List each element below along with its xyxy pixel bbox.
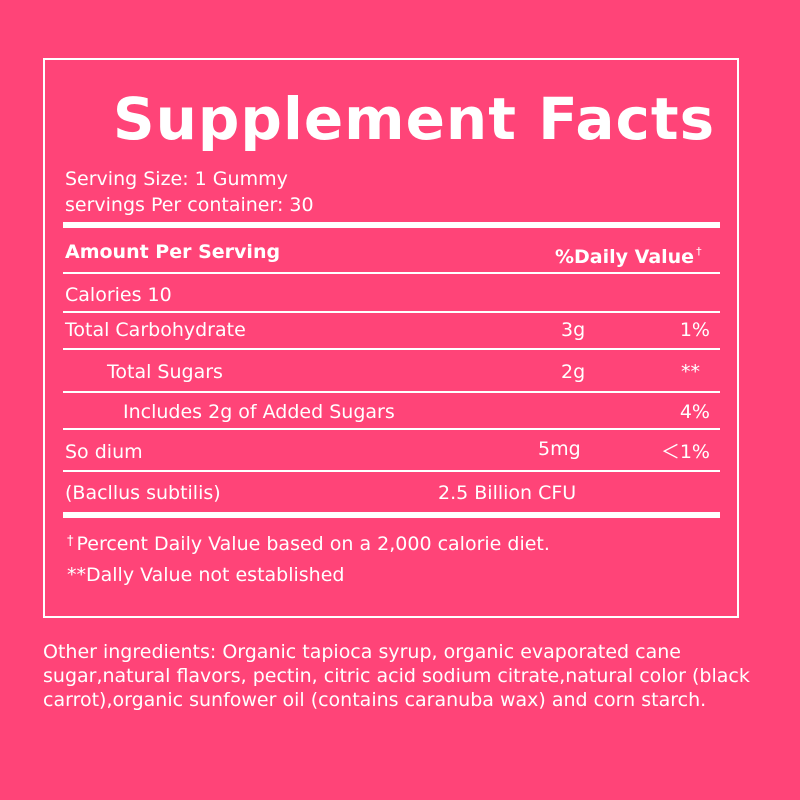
total-sugars-dv: **: [681, 361, 700, 383]
added-sugars-dv: 4%: [679, 401, 710, 423]
sodium-dv: ＜1%: [660, 441, 710, 463]
added-sugars-label: Includes 2g of Added Sugars: [123, 401, 395, 423]
divider: [63, 470, 720, 472]
other-ingredients: Other ingredients: Organic tapioca syrup…: [43, 641, 750, 711]
supplement-facts-title: Supplement Facts: [112, 85, 716, 153]
sodium-amount: 5mg: [538, 438, 581, 460]
dv-not-established-footnote: **Dally Value not established: [67, 564, 345, 586]
servings-per-container: servings Per container: 30: [65, 194, 314, 216]
divider: [63, 428, 720, 430]
supplement-facts-panel: [43, 58, 739, 618]
total-carbohydrate-amount: 3g: [561, 319, 586, 341]
calories-label: Calories 10: [65, 284, 172, 306]
total-carbohydrate-label: Total Carbohydrate: [65, 319, 246, 341]
divider: [63, 348, 720, 350]
divider: [63, 272, 720, 274]
dagger-mark: †: [67, 534, 74, 549]
amount-per-serving-heading: Amount Per Serving: [65, 241, 281, 263]
bacillus-amount: 2.5 Billion CFU: [438, 482, 577, 504]
footer-rule: [63, 512, 720, 518]
sodium-label: So dium: [65, 441, 143, 463]
total-sugars-label: Total Sugars: [107, 361, 223, 383]
divider: [63, 391, 720, 393]
serving-size: Serving Size: 1 Gummy: [65, 168, 288, 190]
total-sugars-amount: 2g: [561, 361, 586, 383]
header-rule: [63, 222, 720, 228]
percent-dv-footnote: † Percent Daily Value based on a 2,000 ca…: [67, 530, 550, 556]
dagger-mark: †: [696, 245, 702, 258]
percent-dv-footnote-text: Percent Daily Value based on a 2,000 cal…: [76, 533, 550, 555]
total-carbohydrate-dv: 1%: [679, 319, 710, 341]
daily-value-heading: %Daily Value †: [555, 240, 702, 269]
bacillus-label: (Bacllus subtilis): [65, 482, 221, 504]
daily-value-label: %Daily Value: [555, 246, 695, 268]
divider: [63, 311, 720, 313]
